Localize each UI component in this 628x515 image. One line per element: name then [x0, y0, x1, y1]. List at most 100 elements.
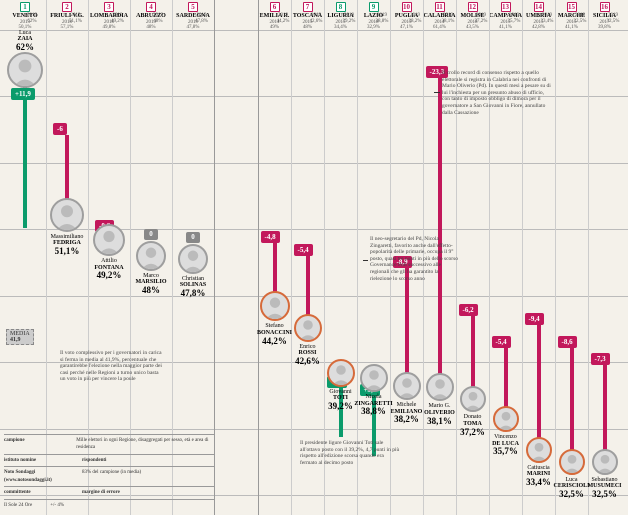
portrait	[50, 198, 84, 232]
foot-key: committente	[4, 489, 64, 497]
column-divider	[324, 0, 325, 515]
rank-badge: 4	[146, 2, 156, 12]
portrait	[393, 372, 421, 400]
delta-badge: -6	[53, 123, 67, 135]
person-first: Stefano	[253, 323, 297, 330]
rank-badge: 10	[402, 2, 412, 12]
delta-badge: -7,3	[591, 353, 610, 365]
annotation: Il voto complessivo per i governatori in…	[60, 350, 165, 383]
rank-badge: 12	[468, 2, 478, 12]
person-pct: 47,8%	[171, 289, 215, 299]
foot-key: rispondenti	[82, 457, 142, 465]
person-first: Massimiliano	[45, 234, 89, 241]
portrait	[493, 406, 519, 432]
delta-badge: -9,4	[525, 313, 544, 325]
portrait-label: EnricoROSSI42,6%	[286, 344, 330, 367]
rank-badge: 6	[270, 2, 280, 12]
portrait	[178, 244, 208, 274]
portrait	[360, 364, 388, 392]
person-first: Marco	[129, 273, 173, 280]
column-divider	[588, 0, 589, 515]
foot-val: Il Sole 24 Ore	[4, 502, 32, 510]
foot-key: campione	[4, 437, 58, 452]
rank-badge: 14	[534, 2, 544, 12]
foot-val: +/- 4%	[50, 502, 64, 510]
portrait-label: VincenzoDE LUCA35,7%	[484, 434, 528, 457]
person-pct: 48%	[129, 286, 173, 296]
year-pct: 201962%	[27, 13, 37, 24]
column-divider	[291, 0, 292, 515]
person-first: Vincenzo	[484, 434, 528, 441]
delta-badge: -6,2	[459, 304, 478, 316]
delta-arrow	[437, 78, 443, 388]
portrait-label: ChristianSOLINAS47,8%	[171, 276, 215, 299]
person-first: Nicola	[352, 394, 396, 401]
gridline	[0, 429, 628, 430]
year-pct: 201948%	[153, 13, 163, 24]
delta-badge: +11,9	[11, 88, 35, 100]
portrait	[426, 373, 454, 401]
column-divider	[357, 0, 358, 515]
delta-arrow	[536, 325, 542, 450]
portrait	[93, 224, 125, 256]
delta-arrow	[602, 365, 608, 462]
portrait	[526, 437, 552, 463]
portrait	[460, 386, 486, 412]
portrait-label: SebastianoMUSUMECI32,5%	[583, 477, 627, 500]
year-pct: 201951,1%	[69, 13, 82, 24]
column-header: 4 ABRUZZO 201948% 201948%	[131, 2, 171, 31]
person-first: Catiuscia	[517, 465, 561, 472]
rank-badge: 16	[600, 2, 610, 12]
portrait	[260, 291, 290, 321]
column-divider	[555, 0, 556, 515]
column-header: 16 SICILIA 201739,8% 201932,5%	[585, 2, 625, 31]
rank-badge: 1	[20, 2, 30, 12]
rank-badge: 7	[303, 2, 313, 12]
portrait-label: MarcoMARSILIO48%	[129, 273, 173, 296]
person-first: Mario G.	[418, 403, 462, 410]
delta-badge: -5,4	[294, 244, 313, 256]
delta-arrow	[404, 268, 410, 386]
gridline	[0, 163, 628, 164]
portrait	[7, 52, 43, 88]
rank-badge: 9	[369, 2, 379, 12]
portrait	[559, 449, 585, 475]
person-pct: 42,6%	[286, 357, 330, 367]
portrait	[327, 359, 355, 387]
media-badge: MEDIA41,9	[6, 329, 34, 345]
region-name: VENETO	[5, 13, 45, 20]
rank-badge: 11	[435, 2, 445, 12]
person-pct: 62%	[3, 43, 47, 53]
foot-key: margine di errore	[82, 489, 142, 497]
footer-legend: campioneMille elettori in ogni Regione, …	[4, 432, 214, 510]
rank-badge: 5	[188, 2, 198, 12]
delta-badge: -5,4	[492, 336, 511, 348]
foot-key: istituto nomine	[4, 457, 64, 465]
gridline	[0, 296, 628, 297]
column-header: 5 SARDEGNA 201947,8% 201947,8%	[173, 2, 213, 31]
person-first: Luca	[3, 30, 47, 37]
portrait-label: LucaZAIA62%	[3, 30, 47, 53]
annotation: Il presidente ligure Giovanni Toti sale …	[300, 440, 400, 466]
foot-val: 83% del campione (in media)	[82, 469, 141, 484]
annotation-pointer	[434, 92, 440, 93]
portrait	[592, 449, 618, 475]
person-first: Attilio	[87, 258, 131, 265]
year-pct: 201948%	[131, 20, 171, 31]
portrait-label: AttilioFONTANA49,2%	[87, 258, 131, 281]
person-pct: 49,2%	[87, 271, 131, 281]
year-pct: 201932,5%	[607, 13, 620, 24]
annotation: Il crollo record di consenso rispetto a …	[442, 70, 552, 116]
person-pct: 51,1%	[45, 247, 89, 257]
person-pct: 35,7%	[484, 447, 528, 457]
annotation: Il neo-segretario del Pd, Nicola Zingare…	[370, 236, 460, 282]
portrait	[136, 241, 166, 271]
rank-badge: 8	[336, 2, 346, 12]
rank-badge: 15	[567, 2, 577, 12]
portrait-label: MassimilianoFEDRIGA51,1%	[45, 234, 89, 257]
year-pct: 201947,8%	[195, 13, 208, 24]
panel-divider	[258, 0, 259, 515]
zero-badge: 0	[144, 229, 158, 240]
rank-badge: 13	[501, 2, 511, 12]
delta-badge: -4,8	[261, 231, 280, 243]
